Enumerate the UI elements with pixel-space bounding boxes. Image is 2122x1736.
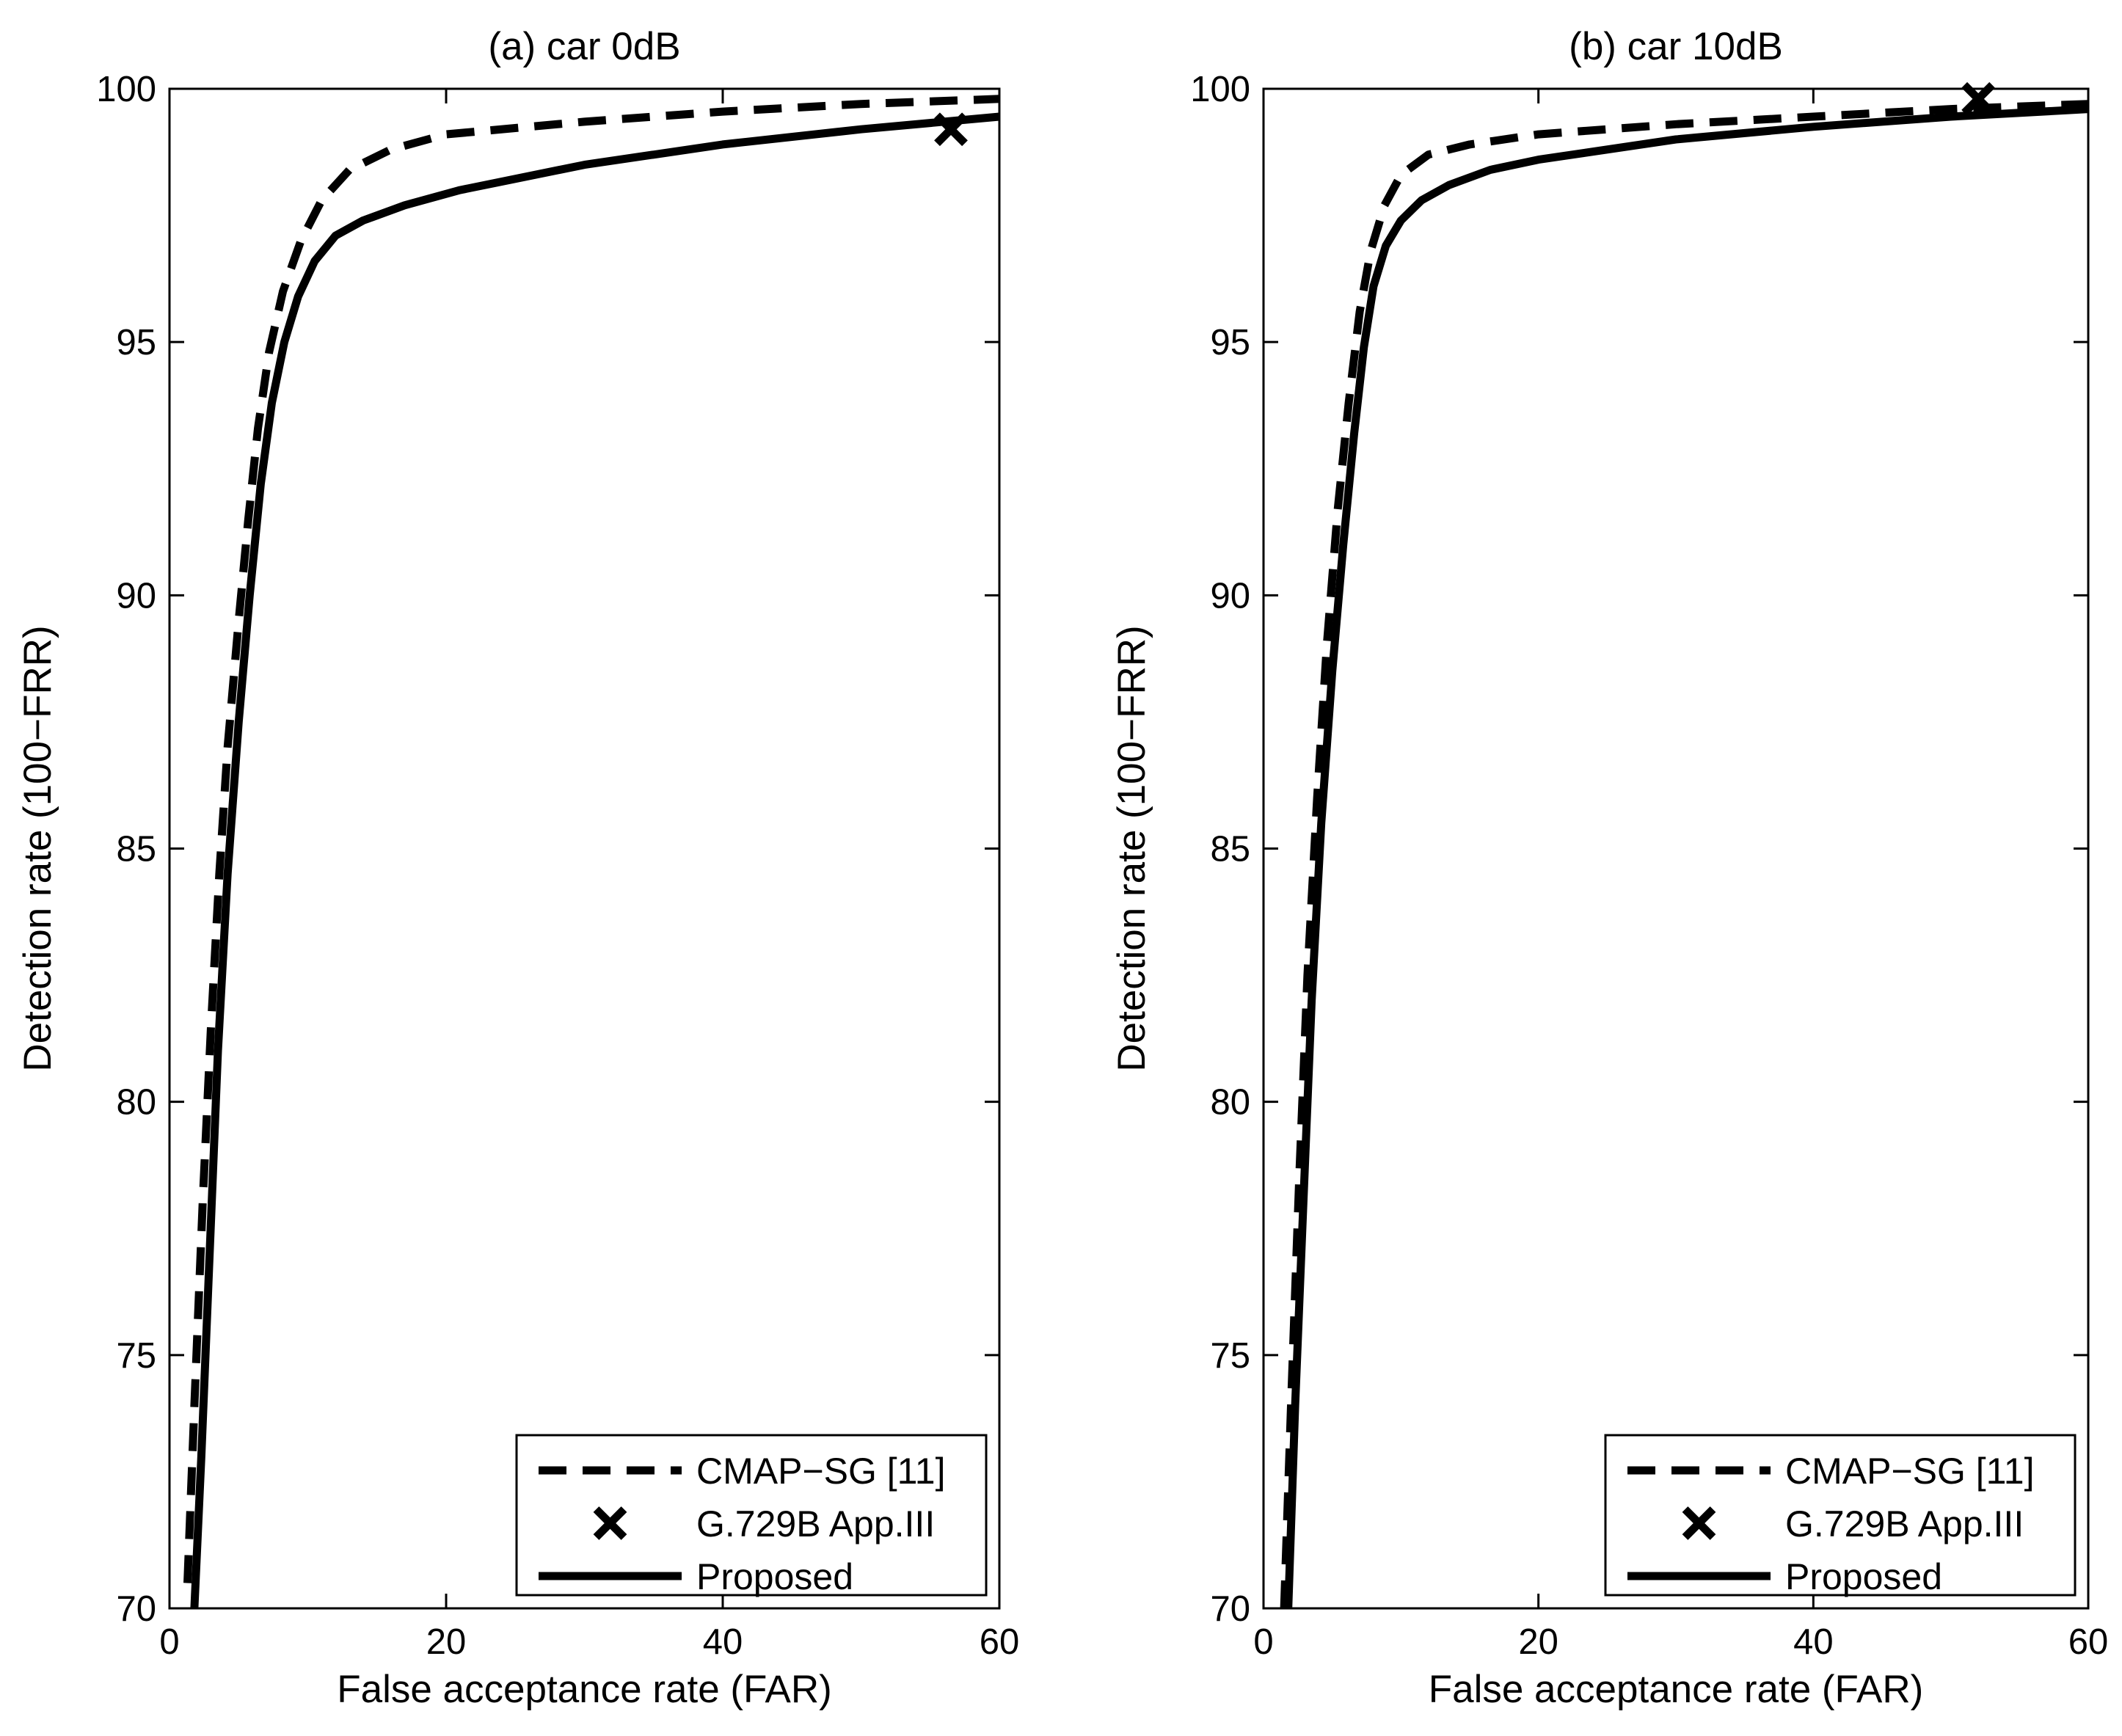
legend-box (1604, 1434, 2077, 1597)
x-axis-label: False acceptance rate (FAR) (1429, 1668, 1924, 1711)
y-axis-label: Detection rate (100−FRR) (16, 625, 59, 1071)
legend-entry-proposed-label: Proposed (696, 1556, 853, 1597)
chart-title: (a) car 0dB (488, 25, 680, 68)
marker-stroke (1961, 81, 1996, 116)
legend: CMAP−SG [11] G.729B App.III Proposed (1604, 1434, 2077, 1597)
series-line-cmap-sg (1280, 100, 2089, 1609)
y-tick-label: 100 (1190, 70, 1250, 109)
y-tick-label: 75 (1210, 1336, 1250, 1376)
chart-title: (b) car 10dB (1569, 25, 1783, 68)
y-tick-label: 80 (116, 1083, 156, 1123)
y-tick-label: 70 (116, 1589, 156, 1629)
series-line-proposed (1284, 105, 2089, 1609)
y-tick-label: 85 (1210, 830, 1250, 869)
series-line-proposed (190, 112, 1000, 1609)
legend: CMAP−SG [11] G.729B App.III Proposed (515, 1434, 988, 1597)
x-tick-label: 60 (980, 1622, 1020, 1662)
x-tick-label: 0 (1253, 1622, 1273, 1662)
x-axis-label: False acceptance rate (FAR) (337, 1668, 832, 1711)
y-tick-label: 90 (1210, 576, 1250, 616)
y-tick-label: 80 (1210, 1083, 1250, 1123)
chart-panel-a: 0 20 40 60 70 75 80 85 90 95 100 (a) car 0dB False a… (16, 25, 1019, 1711)
x-tick-label: 0 (159, 1622, 179, 1662)
x-tick-label: 20 (426, 1622, 467, 1662)
y-tick-label: 90 (116, 576, 156, 616)
legend-swatch-x-marker (1682, 1506, 1716, 1540)
chart-panel-b: 0 20 40 60 70 75 80 85 90 95 100 (b) car 10dB False … (1110, 25, 2108, 1711)
y-tick-label: 85 (116, 830, 156, 869)
y-tick-label: 75 (116, 1336, 156, 1376)
axes-frame (1262, 87, 2090, 1610)
legend-entry-cmap-sg-label: CMAP−SG [11] (1785, 1451, 2034, 1492)
marker-stroke (934, 112, 968, 147)
marker-g729b (934, 112, 968, 147)
legend-swatch-x-marker (593, 1506, 627, 1540)
marker-g729b (1961, 81, 1996, 116)
x-tick-label: 40 (1793, 1622, 1834, 1662)
marker-stroke (1682, 1506, 1716, 1540)
legend-entry-cmap-sg-label: CMAP−SG [11] (696, 1451, 945, 1492)
y-tick-label: 70 (1210, 1589, 1250, 1629)
x-tick-label: 60 (2068, 1622, 2109, 1662)
x-tick-label: 40 (703, 1622, 743, 1662)
x-tick-label: 20 (1518, 1622, 1558, 1662)
legend-entry-proposed-label: Proposed (1785, 1556, 1942, 1597)
series-line-cmap-sg (183, 95, 1000, 1583)
marker-stroke (593, 1506, 627, 1540)
y-axis-label: Detection rate (100−FRR) (1110, 625, 1153, 1071)
y-tick-label: 95 (116, 323, 156, 362)
legend-box (515, 1434, 988, 1597)
legend-entry-g729b-label: G.729B App.III (1785, 1503, 2024, 1544)
legend-entry-g729b-label: G.729B App.III (696, 1503, 935, 1544)
y-tick-label: 100 (96, 70, 156, 109)
y-tick-label: 95 (1210, 323, 1250, 362)
